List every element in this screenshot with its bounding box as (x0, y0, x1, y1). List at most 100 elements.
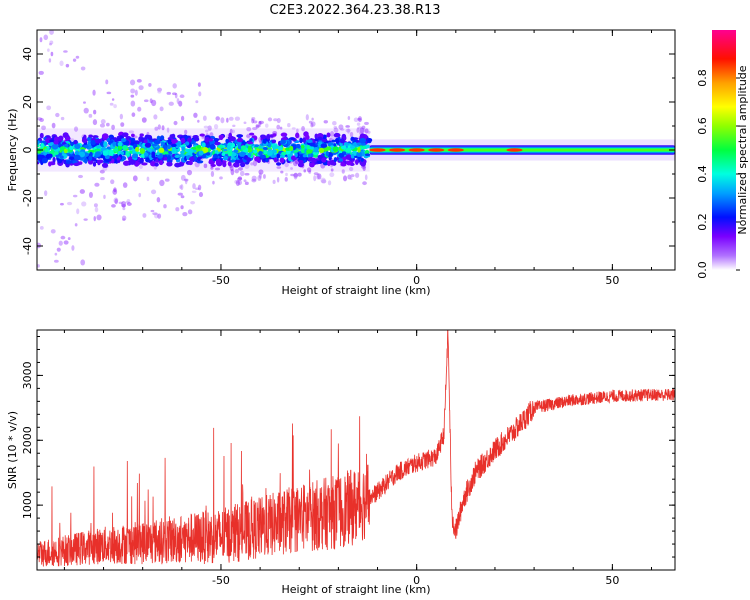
spectrogram-cell (213, 153, 219, 159)
spectrogram-noise (74, 223, 78, 227)
spectrogram-cell (236, 134, 244, 138)
spectrogram-noise (121, 201, 126, 208)
spectrogram-noise (103, 194, 106, 199)
spectrogram-noise (361, 128, 366, 133)
spectrogram-ticks: -50 0 50 -40 -20 0 20 40 (21, 29, 675, 287)
spectrogram-cell (163, 156, 168, 161)
spectrogram-noise (205, 129, 209, 133)
spectrogram-cell (231, 152, 237, 157)
spectrogram-noise (130, 94, 135, 98)
spectrogram-noise (96, 214, 102, 221)
spectrogram-noise (258, 169, 264, 175)
spectrogram-cell (47, 153, 53, 158)
spectrogram-cell (65, 136, 71, 141)
spectrogram-noise (251, 175, 257, 182)
spectrogram-noise (330, 131, 335, 137)
spectrogram-cell (120, 151, 125, 156)
spectrogram-cell (306, 139, 313, 144)
spectrogram-noise (113, 187, 117, 193)
spectrogram-cell (88, 155, 93, 161)
spectrogram-cell (75, 150, 79, 157)
spectrogram-cell (335, 137, 339, 143)
colorbar-gradient (712, 30, 736, 270)
spectrogram-peak (389, 148, 406, 152)
spectrogram-noise (49, 40, 54, 45)
spectrogram-noise (213, 124, 219, 130)
spectrogram-noise (48, 58, 52, 63)
spectrogram-cell (154, 162, 159, 167)
spectrogram-cell (340, 145, 347, 150)
spectrogram-noise (180, 205, 184, 210)
spectrogram-noise (180, 115, 185, 122)
spectrogram-cell (339, 138, 345, 144)
spectrogram-noise (251, 178, 257, 183)
spectrogram-cell (267, 143, 271, 148)
colorbar-label: Normalized spectral amplitude (736, 65, 749, 234)
snr-y-axis-label: SNR (10 * v/v) (6, 411, 19, 489)
spectrogram-cell (197, 156, 201, 162)
spectrogram-cell (184, 141, 190, 146)
spectrogram-noise (88, 113, 93, 118)
spectrogram-cell (64, 144, 69, 148)
spectrogram-noise (237, 176, 243, 180)
spectrogram-noise (226, 117, 229, 123)
spectrogram-noise (153, 114, 158, 120)
spectrogram-noise (243, 121, 247, 125)
spectrogram-noise (220, 117, 225, 124)
spectrogram-cell (367, 138, 372, 143)
spectrogram-noise (122, 218, 126, 221)
spectrogram-noise (173, 120, 178, 126)
spectrogram-noise (156, 197, 161, 203)
spectrogram-noise (210, 166, 214, 170)
spectrogram-cell (318, 147, 325, 154)
spectrogram-noise (362, 166, 366, 171)
y-tick-label: 0 (21, 147, 34, 154)
spectrogram-noise (193, 112, 198, 118)
spectrogram-noise (198, 192, 204, 198)
spectrogram-noise (178, 100, 183, 107)
spectrogram-noise (184, 178, 188, 185)
spectrogram-cell (187, 148, 194, 154)
spectrogram-cell (333, 132, 341, 138)
spectrogram-noise (47, 48, 50, 52)
spectrogram-cell (143, 139, 148, 144)
spectrogram-cell (52, 156, 56, 163)
spectrogram-noise (349, 177, 353, 181)
spectrogram-noise (131, 112, 136, 117)
spectrogram-noise (243, 179, 247, 183)
spectrogram-noise (39, 225, 44, 230)
spectrogram-noise (74, 126, 79, 132)
spectrogram-cell (233, 162, 240, 168)
spectrogram-noise (348, 166, 354, 172)
spectrogram-cell (360, 142, 367, 146)
spectrogram-noise (186, 169, 193, 176)
colorbar: 0.0 0.2 0.4 0.6 0.8 Normalized spectral ampl… (696, 30, 749, 279)
spectrogram-cell (254, 156, 260, 162)
spectrogram-panel: -50 0 50 -40 -20 0 20 40 Height of straight lin… (6, 29, 676, 297)
spectrogram-noise (214, 167, 221, 171)
spectrogram-noise (276, 117, 281, 124)
spectrogram-noise (83, 101, 86, 104)
spectrogram-noise (293, 172, 299, 178)
spectrogram-cell (151, 151, 156, 157)
colorbar-tick-label: 0.0 (696, 261, 709, 279)
spectrogram-cell (302, 137, 307, 143)
spectrogram-cell (139, 148, 145, 155)
spectrogram-cell (92, 161, 97, 167)
y-tick-label: -40 (21, 237, 34, 255)
spectrogram-peak (506, 148, 523, 152)
spectrogram-noise (121, 203, 126, 208)
spectrogram-noise (139, 164, 143, 169)
spectrogram-cell (253, 144, 260, 148)
spectrogram-cell (57, 159, 63, 164)
spectrogram-noise (215, 116, 220, 121)
spectrogram-noise (201, 136, 206, 140)
spectrogram-noise (246, 134, 251, 138)
spectrogram-noise (311, 121, 316, 127)
spectrogram-noise (276, 176, 280, 183)
spectrogram-cell (84, 157, 88, 164)
spectrogram-cell (129, 159, 136, 165)
spectrogram-cell (218, 134, 224, 141)
x-tick-label: -50 (212, 274, 230, 287)
spectrogram-noise (311, 117, 314, 121)
